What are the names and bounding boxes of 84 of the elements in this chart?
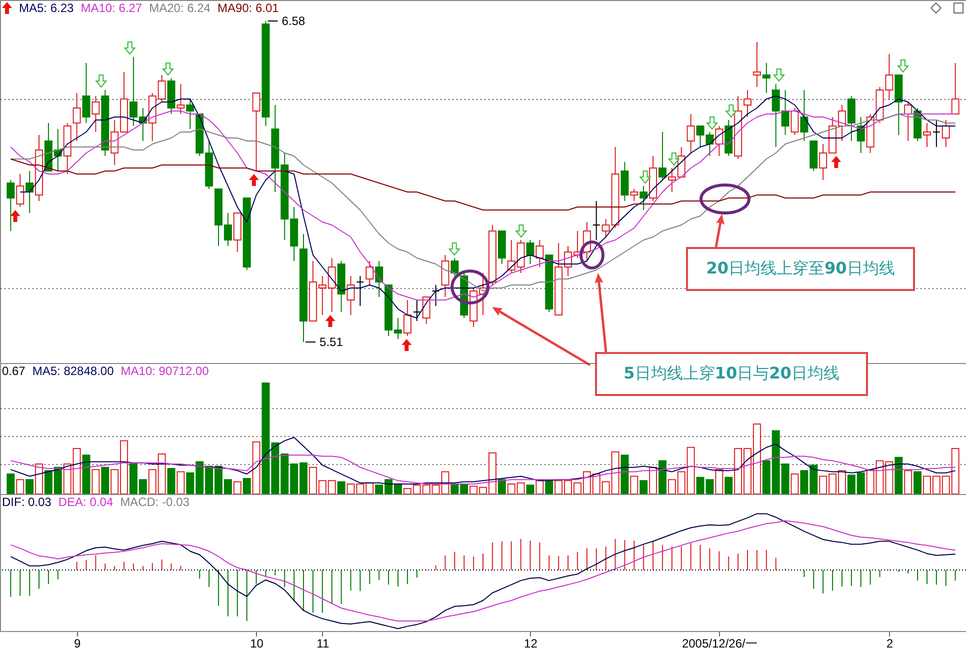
candlestick bbox=[252, 92, 260, 172]
candlestick bbox=[176, 84, 185, 114]
text: MA90: 6.01 bbox=[217, 1, 279, 15]
candlestick bbox=[346, 276, 355, 316]
candlestick bbox=[186, 98, 194, 130]
candlestick bbox=[92, 96, 100, 132]
candlestick bbox=[356, 276, 364, 306]
bar bbox=[498, 479, 506, 494]
candlestick bbox=[450, 258, 459, 276]
candlestick bbox=[686, 114, 695, 154]
x-tick-label: 12 bbox=[524, 636, 538, 650]
candlestick bbox=[620, 162, 629, 202]
candlestick bbox=[932, 120, 940, 148]
bar bbox=[82, 454, 90, 494]
x-tick-label: 2 bbox=[886, 636, 894, 650]
bar bbox=[101, 466, 110, 494]
text: 0.67 bbox=[2, 364, 26, 378]
text: 5日均线上穿10日与20日均线 bbox=[624, 364, 840, 382]
text: DIF: 0.03 bbox=[2, 495, 52, 509]
bar bbox=[92, 469, 100, 494]
bar bbox=[724, 476, 733, 494]
bar bbox=[914, 471, 922, 494]
bar bbox=[904, 470, 912, 494]
candlestick bbox=[375, 260, 384, 298]
text: DEA: 0.04 bbox=[58, 495, 114, 509]
candlestick bbox=[942, 120, 950, 148]
bar bbox=[536, 480, 544, 494]
candlestick bbox=[412, 300, 421, 322]
bar bbox=[620, 454, 629, 494]
candlestick bbox=[82, 62, 90, 124]
annotation: 20日均线上穿至90日均线 bbox=[706, 258, 895, 278]
bar bbox=[715, 469, 724, 494]
annotation: 6.58 bbox=[282, 14, 306, 28]
candlestick bbox=[441, 254, 450, 298]
text: MA5: 82848.00 bbox=[32, 364, 114, 378]
candlestick bbox=[790, 108, 799, 136]
candlestick bbox=[752, 42, 761, 88]
candlestick bbox=[847, 96, 856, 142]
bar bbox=[26, 479, 34, 494]
candlestick bbox=[630, 188, 638, 202]
candlestick bbox=[526, 240, 534, 264]
candlestick bbox=[922, 122, 931, 148]
text: MACD: -0.03 bbox=[120, 495, 190, 509]
bar bbox=[167, 468, 176, 494]
bar bbox=[35, 464, 44, 494]
candlestick bbox=[658, 132, 666, 180]
bar bbox=[233, 481, 242, 494]
candlestick bbox=[904, 102, 912, 142]
bar bbox=[790, 474, 799, 494]
x-tick-label: 9 bbox=[74, 636, 81, 650]
bar bbox=[630, 476, 638, 494]
candlestick bbox=[640, 186, 648, 210]
annotation: 5.51 bbox=[320, 335, 344, 349]
text: MA20: 6.24 bbox=[149, 1, 210, 15]
candlestick bbox=[951, 62, 960, 114]
candlestick bbox=[432, 284, 440, 306]
candlestick bbox=[592, 200, 600, 240]
bar bbox=[658, 460, 666, 494]
bar bbox=[176, 471, 185, 494]
bar bbox=[16, 479, 24, 494]
x-tick-label: 10 bbox=[250, 636, 264, 650]
bar bbox=[252, 441, 260, 494]
text: MA5: 6.23 bbox=[19, 1, 74, 15]
candlestick bbox=[403, 300, 412, 336]
candlestick bbox=[72, 92, 81, 142]
candlestick bbox=[536, 240, 544, 268]
x-tick-label: 11 bbox=[316, 636, 330, 650]
bar bbox=[894, 456, 903, 494]
candlestick bbox=[6, 180, 15, 232]
bar bbox=[649, 466, 658, 494]
candlestick bbox=[762, 62, 770, 94]
bar bbox=[242, 478, 251, 494]
candlestick bbox=[16, 174, 24, 208]
bar bbox=[337, 481, 346, 494]
bar bbox=[526, 484, 534, 494]
candlestick bbox=[366, 260, 374, 286]
x-tick-label: 2005/12/26/一 bbox=[682, 636, 758, 650]
text: MA10: 90712.00 bbox=[120, 364, 209, 378]
candlestick bbox=[800, 90, 808, 142]
bar bbox=[640, 480, 648, 494]
candlestick bbox=[744, 90, 752, 118]
bar bbox=[6, 474, 15, 494]
text: MA10: 6.27 bbox=[80, 1, 142, 15]
bar bbox=[545, 480, 554, 494]
